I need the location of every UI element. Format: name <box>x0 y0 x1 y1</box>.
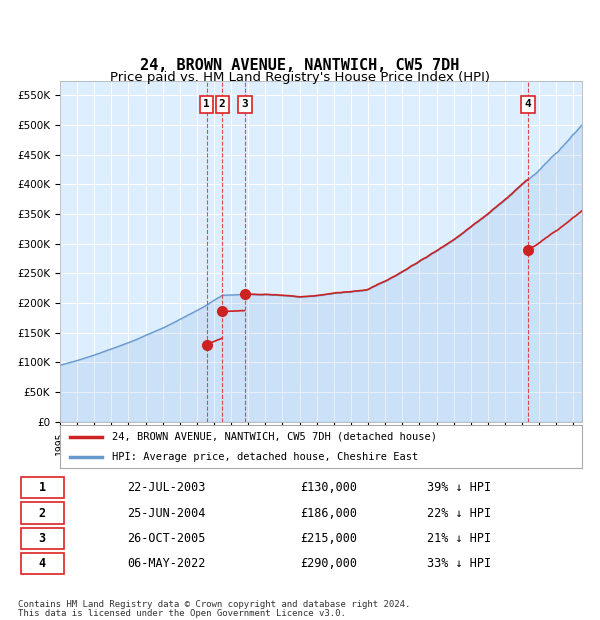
Text: 33% ↓ HPI: 33% ↓ HPI <box>427 557 491 570</box>
Text: £186,000: £186,000 <box>300 507 357 520</box>
Text: £290,000: £290,000 <box>300 557 357 570</box>
Text: £215,000: £215,000 <box>300 532 357 545</box>
Text: 24, BROWN AVENUE, NANTWICH, CW5 7DH: 24, BROWN AVENUE, NANTWICH, CW5 7DH <box>140 58 460 73</box>
Text: 22-JUL-2003: 22-JUL-2003 <box>127 481 206 494</box>
FancyBboxPatch shape <box>20 553 64 574</box>
Text: 3: 3 <box>38 532 46 545</box>
Text: 2: 2 <box>219 99 226 109</box>
Text: 3: 3 <box>242 99 248 109</box>
FancyBboxPatch shape <box>20 528 64 549</box>
Text: 25-JUN-2004: 25-JUN-2004 <box>127 507 206 520</box>
Text: £130,000: £130,000 <box>300 481 357 494</box>
FancyBboxPatch shape <box>20 502 64 524</box>
Text: Contains HM Land Registry data © Crown copyright and database right 2024.: Contains HM Land Registry data © Crown c… <box>18 600 410 609</box>
Text: 26-OCT-2005: 26-OCT-2005 <box>127 532 206 545</box>
Text: 4: 4 <box>38 557 46 570</box>
Text: 39% ↓ HPI: 39% ↓ HPI <box>427 481 491 494</box>
FancyBboxPatch shape <box>20 477 64 498</box>
Text: 1: 1 <box>203 99 210 109</box>
Text: This data is licensed under the Open Government Licence v3.0.: This data is licensed under the Open Gov… <box>18 609 346 618</box>
Text: 22% ↓ HPI: 22% ↓ HPI <box>427 507 491 520</box>
Text: 4: 4 <box>524 99 531 109</box>
Text: HPI: Average price, detached house, Cheshire East: HPI: Average price, detached house, Ches… <box>112 452 418 463</box>
Text: 2: 2 <box>38 507 46 520</box>
Text: 1: 1 <box>38 481 46 494</box>
Text: 21% ↓ HPI: 21% ↓ HPI <box>427 532 491 545</box>
Text: Price paid vs. HM Land Registry's House Price Index (HPI): Price paid vs. HM Land Registry's House … <box>110 71 490 84</box>
Text: 06-MAY-2022: 06-MAY-2022 <box>127 557 206 570</box>
Text: 24, BROWN AVENUE, NANTWICH, CW5 7DH (detached house): 24, BROWN AVENUE, NANTWICH, CW5 7DH (det… <box>112 432 437 442</box>
